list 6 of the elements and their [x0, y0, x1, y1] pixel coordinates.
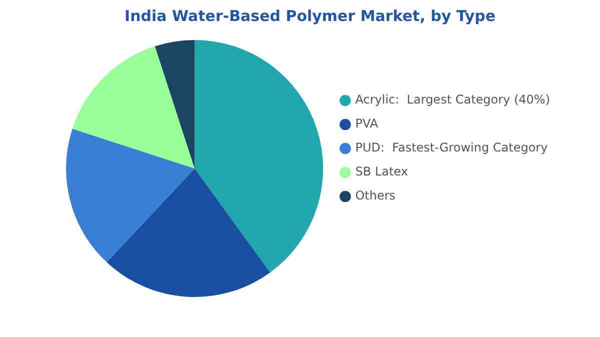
legend-label: Others — [355, 188, 396, 203]
legend-label: PVA — [355, 116, 379, 131]
legend-label: SB Latex — [355, 164, 408, 179]
legend-label: Acrylic: Largest Category (40%) — [355, 92, 550, 107]
chart-title: India Water-Based Polymer Market, by Type — [124, 6, 496, 25]
legend-label: PUD: Fastest-Growing Category — [355, 140, 548, 155]
